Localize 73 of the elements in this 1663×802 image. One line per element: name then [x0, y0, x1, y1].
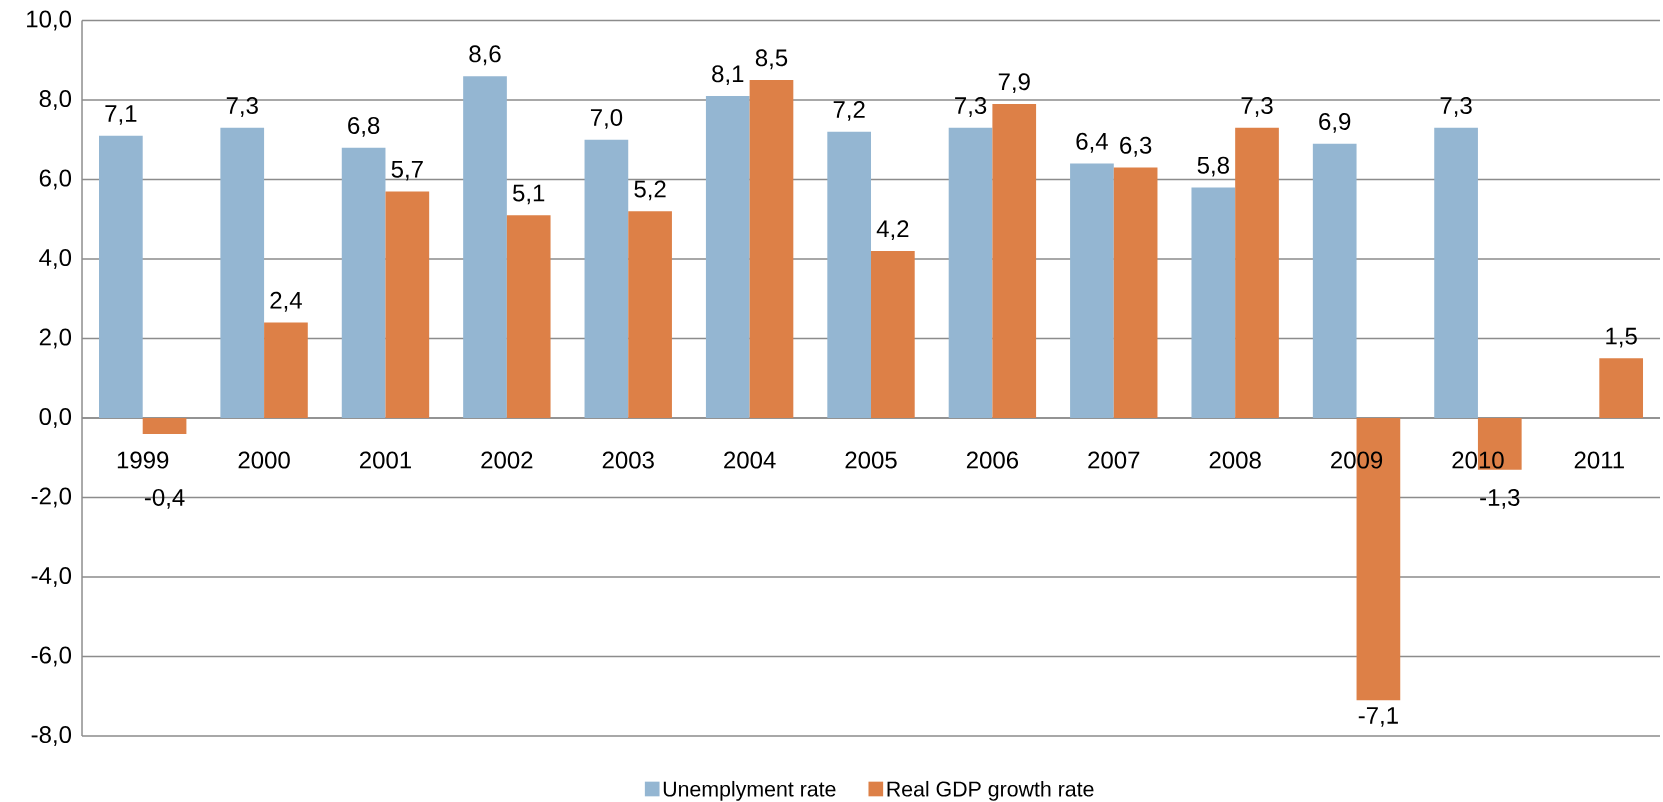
data-label: 7,3 — [955, 97, 987, 117]
bar — [827, 131, 872, 418]
data-label: 7,1 — [105, 105, 137, 125]
bar — [1235, 127, 1279, 418]
data-label: 8,5 — [755, 49, 788, 70]
data-label: 7,0 — [590, 108, 623, 129]
bar — [341, 147, 386, 418]
bar — [99, 135, 143, 418]
y-tick-label: 6,0 — [39, 169, 72, 190]
data-label: 7,3 — [226, 97, 258, 117]
data-label: 4,2 — [876, 220, 909, 241]
data-label: 6,3 — [1120, 136, 1152, 157]
bar — [1070, 163, 1114, 418]
bar — [584, 139, 629, 418]
x-tick-label: 2002 — [481, 451, 533, 469]
bar — [749, 80, 794, 418]
data-label: 6,8 — [348, 116, 380, 137]
y-tick-label: 8,0 — [39, 90, 72, 110]
data-label: 1,5 — [1606, 327, 1637, 348]
data-label: 7,3 — [1440, 97, 1472, 117]
bar — [628, 211, 672, 418]
bar — [220, 127, 265, 418]
legend-label: Real GDP growth rate — [887, 780, 1094, 801]
bar — [264, 322, 308, 418]
data-label: 5,7 — [391, 160, 423, 181]
bar — [1599, 358, 1644, 418]
y-tick-label: 10,0 — [27, 10, 72, 31]
bar — [871, 251, 915, 418]
y-tick-label: 2,0 — [39, 328, 72, 349]
y-tick-label: -2,0 — [31, 487, 72, 508]
data-label: 2,4 — [270, 291, 302, 312]
x-tick-label: 2004 — [724, 451, 776, 469]
x-tick-label: 2000 — [238, 451, 290, 469]
bar — [506, 215, 551, 418]
x-tick-label: 2007 — [1088, 451, 1140, 469]
y-tick-label: 0,0 — [39, 408, 72, 428]
x-tick-label: 1999 — [117, 451, 169, 469]
data-label: 7,2 — [833, 101, 865, 121]
x-tick-label: 2003 — [602, 451, 654, 469]
x-tick-label: 2009 — [1331, 451, 1383, 469]
data-label: 6,9 — [1319, 112, 1351, 133]
x-tick-label: 2001 — [359, 451, 411, 469]
data-label: -1,3 — [1480, 488, 1520, 509]
bar — [1312, 143, 1357, 418]
bar — [1434, 127, 1478, 418]
bar — [1113, 167, 1158, 418]
legend-label: Unemplyment rate — [663, 780, 836, 801]
bar — [463, 76, 507, 418]
bar — [142, 417, 187, 434]
data-label: -7,1 — [1358, 707, 1398, 727]
data-label: 5,8 — [1197, 156, 1229, 177]
data-label: 5,2 — [634, 180, 666, 201]
bar — [992, 103, 1037, 418]
bar — [948, 127, 993, 418]
y-tick-label: 4,0 — [39, 249, 72, 269]
data-label: 7,9 — [998, 73, 1030, 94]
y-tick-label: -8,0 — [31, 726, 72, 746]
bar — [385, 191, 430, 418]
data-label: 8,6 — [469, 45, 501, 66]
x-tick-label: 2010 — [1452, 451, 1504, 469]
bar — [1191, 187, 1236, 418]
data-label: 8,1 — [712, 65, 744, 86]
y-tick-label: -6,0 — [31, 646, 72, 667]
x-tick-label: 2005 — [845, 451, 897, 469]
bar — [705, 96, 750, 418]
y-tick-label: -4,0 — [31, 567, 72, 587]
data-label: 5,1 — [512, 184, 545, 205]
data-label: 7,3 — [1241, 97, 1273, 117]
data-label: 6,4 — [1076, 132, 1108, 153]
x-tick-label: 2011 — [1574, 451, 1624, 469]
x-tick-label: 2008 — [1209, 451, 1261, 469]
data-label: -0,4 — [144, 488, 185, 509]
x-tick-label: 2006 — [966, 451, 1019, 469]
